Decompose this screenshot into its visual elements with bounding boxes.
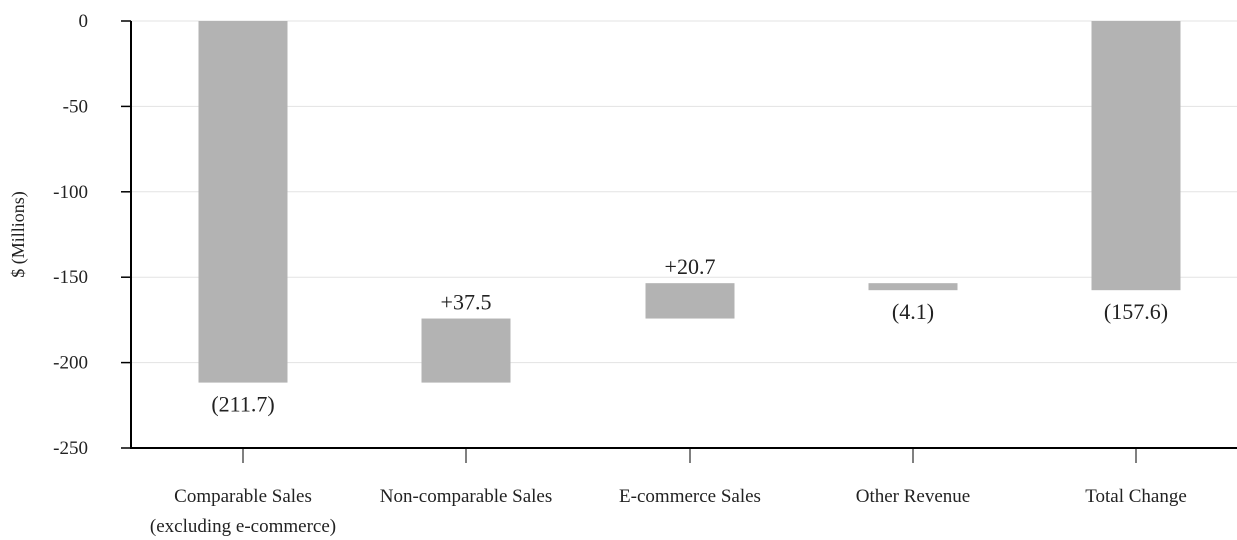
y-tick-label: 0 xyxy=(79,11,89,32)
bar-4 xyxy=(1091,21,1181,291)
data-label-0: (211.7) xyxy=(211,392,274,417)
y-tick-label: -150 xyxy=(53,267,88,288)
axes xyxy=(130,21,1237,449)
x-tick-label: Comparable Sales xyxy=(174,486,312,507)
data-label-3: (4.1) xyxy=(892,299,934,324)
data-label-1: +37.5 xyxy=(441,290,492,315)
bar-0 xyxy=(198,21,288,383)
bar-2 xyxy=(645,283,735,319)
y-tick-label: -50 xyxy=(63,96,88,117)
x-tick-label: Total Change xyxy=(1085,486,1187,507)
data-label-4: (157.6) xyxy=(1104,299,1168,324)
x-tick-label: (excluding e-commerce) xyxy=(150,516,336,537)
x-axis-ticks: Comparable Sales (excluding e-commerce) No… xyxy=(150,448,1187,537)
y-tick-label: -200 xyxy=(53,353,88,374)
data-label-2: +20.7 xyxy=(665,254,716,279)
bar-1 xyxy=(421,318,511,383)
y-tick-label: -100 xyxy=(53,182,88,203)
y-axis-ticks: 0 -50 -100 -150 -200 -250 xyxy=(53,11,131,459)
y-tick-label: -250 xyxy=(53,438,88,459)
y-axis-title: $ (Millions) xyxy=(8,191,29,278)
x-tick-label: Non-comparable Sales xyxy=(380,486,553,507)
x-tick-label: Other Revenue xyxy=(856,486,970,507)
bar-3 xyxy=(868,283,958,291)
gridlines xyxy=(131,20,1237,364)
bars xyxy=(198,21,1181,383)
data-labels: (211.7) +37.5 +20.7 (4.1) (157.6) xyxy=(211,254,1168,416)
x-tick-label: E-commerce Sales xyxy=(619,486,761,507)
